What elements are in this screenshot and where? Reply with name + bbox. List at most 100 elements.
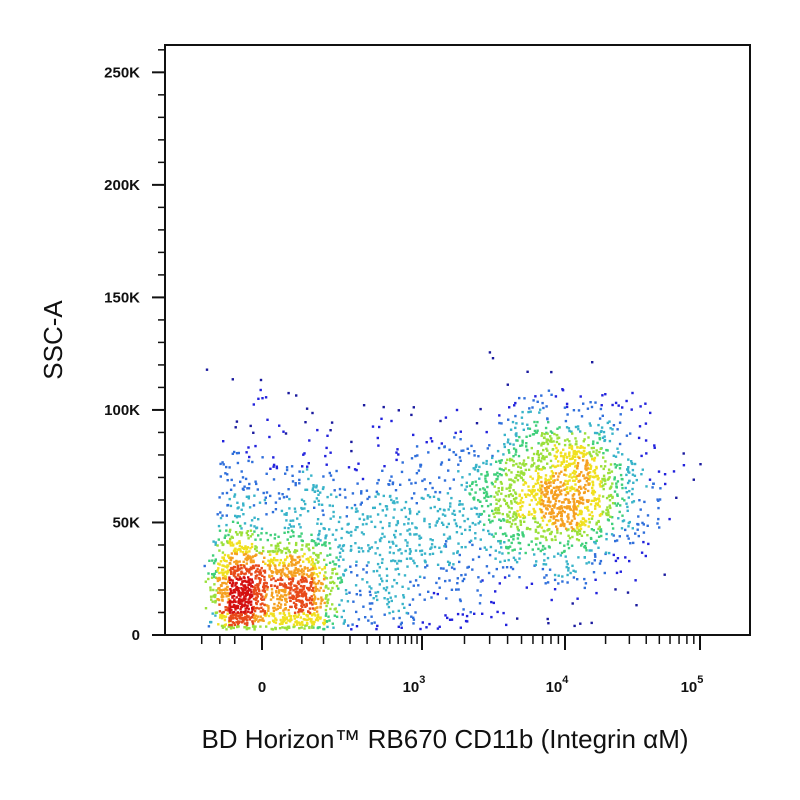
event-dot xyxy=(365,489,369,492)
event-dot xyxy=(302,603,306,607)
event-dot xyxy=(501,512,504,516)
event-dot xyxy=(283,547,286,550)
event-dot xyxy=(509,493,513,496)
event-dot xyxy=(245,606,249,610)
event-dot xyxy=(229,606,232,609)
event-dot xyxy=(246,487,249,490)
event-dot xyxy=(557,507,560,510)
event-dot xyxy=(210,620,213,624)
event-dot xyxy=(358,517,361,521)
event-dot xyxy=(594,475,597,478)
event-dot xyxy=(249,566,253,569)
event-dot xyxy=(490,533,494,536)
event-dot xyxy=(241,620,244,623)
event-dot xyxy=(387,600,391,604)
event-dot xyxy=(579,430,582,433)
event-dot xyxy=(233,493,237,496)
event-dot xyxy=(296,623,299,626)
event-dot xyxy=(245,590,248,593)
event-dot xyxy=(301,555,304,558)
event-dot xyxy=(595,523,598,526)
event-dot xyxy=(578,456,581,460)
event-dot xyxy=(497,499,500,503)
event-dot xyxy=(312,578,315,582)
event-dot xyxy=(288,542,291,545)
event-dot xyxy=(517,454,521,458)
event-dot xyxy=(595,539,598,542)
event-dot xyxy=(514,426,517,430)
event-dot xyxy=(429,506,432,510)
event-dot xyxy=(539,523,542,526)
event-dot xyxy=(313,577,316,580)
event-dot xyxy=(503,576,507,579)
event-dot xyxy=(433,545,437,549)
event-dot xyxy=(554,489,558,492)
event-dot xyxy=(570,485,574,489)
event-dot xyxy=(558,472,561,475)
event-dot xyxy=(377,444,380,447)
event-dot xyxy=(561,575,564,578)
event-dot xyxy=(549,438,552,442)
event-dot xyxy=(238,620,241,623)
event-dot xyxy=(555,450,558,454)
event-dot xyxy=(322,589,325,592)
event-dot xyxy=(458,503,461,506)
event-dot xyxy=(207,572,210,575)
event-dot xyxy=(568,479,571,482)
event-dot xyxy=(287,582,291,585)
event-dot xyxy=(225,595,228,598)
event-dot xyxy=(455,408,459,412)
event-dot xyxy=(573,497,576,501)
event-dot xyxy=(431,486,434,490)
event-dot xyxy=(222,556,225,559)
event-dot xyxy=(254,618,257,621)
event-dot xyxy=(354,528,357,532)
event-dot xyxy=(491,509,494,513)
event-dot xyxy=(317,542,320,545)
event-dot xyxy=(276,604,279,607)
event-dot xyxy=(564,487,568,491)
event-dot xyxy=(497,490,500,493)
event-dot xyxy=(523,520,526,523)
event-dot xyxy=(238,531,242,534)
event-dot xyxy=(541,519,545,522)
event-dot xyxy=(452,563,455,566)
event-dot xyxy=(444,416,448,419)
event-dot xyxy=(301,544,304,547)
event-dot xyxy=(515,496,518,500)
event-dot xyxy=(383,597,386,600)
event-dot xyxy=(455,531,459,534)
event-dot xyxy=(603,439,606,443)
event-dot xyxy=(258,618,262,622)
event-dot xyxy=(489,503,492,506)
event-dot xyxy=(310,621,313,624)
event-dot xyxy=(248,618,251,621)
event-dot xyxy=(327,587,330,590)
event-dot xyxy=(573,479,576,482)
event-dot xyxy=(656,522,659,525)
event-dot xyxy=(285,618,288,621)
event-dot xyxy=(223,536,226,539)
event-dot xyxy=(304,594,307,597)
event-dot xyxy=(272,561,275,565)
event-dot xyxy=(538,525,541,528)
event-dot xyxy=(514,453,517,456)
event-dot xyxy=(566,480,569,483)
event-dot xyxy=(583,446,586,450)
event-dot xyxy=(524,482,528,485)
event-dot xyxy=(550,470,553,473)
event-dot xyxy=(231,621,234,624)
event-dot xyxy=(668,517,671,521)
event-dot xyxy=(422,497,425,500)
event-dot xyxy=(475,464,478,467)
event-dot xyxy=(223,618,227,622)
event-dot xyxy=(514,491,517,494)
event-dot xyxy=(598,433,601,436)
event-dot xyxy=(361,578,364,581)
event-dot xyxy=(262,610,265,613)
event-dot xyxy=(303,590,306,593)
event-dot xyxy=(551,448,554,451)
event-dot xyxy=(544,474,548,477)
event-dot xyxy=(542,529,545,533)
event-dot xyxy=(260,527,264,530)
